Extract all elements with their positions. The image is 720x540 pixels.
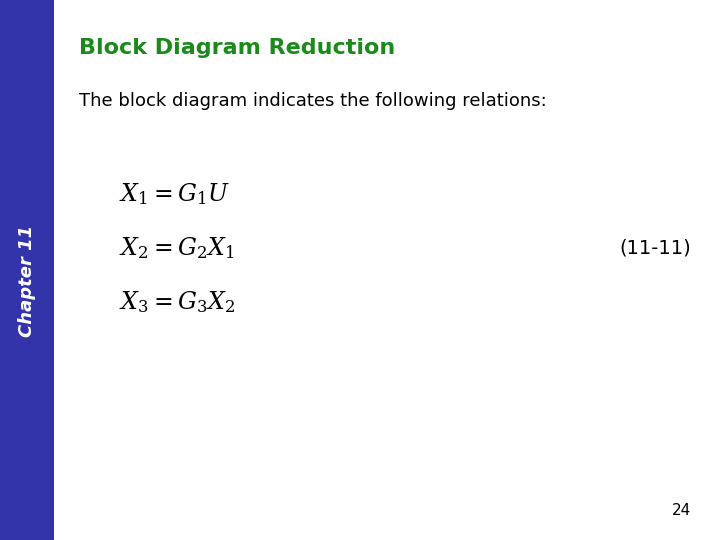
Text: $X_3 = G_3 X_2$: $X_3 = G_3 X_2$ xyxy=(119,289,235,315)
Text: (11-11): (11-11) xyxy=(619,239,691,258)
Text: 24: 24 xyxy=(672,503,691,518)
Text: Block Diagram Reduction: Block Diagram Reduction xyxy=(79,38,395,58)
Text: Chapter 11: Chapter 11 xyxy=(17,225,36,337)
Text: $X_2 = G_2 X_1$: $X_2 = G_2 X_1$ xyxy=(119,235,234,261)
Text: $X_1 = G_1 U$: $X_1 = G_1 U$ xyxy=(119,181,230,207)
Text: The block diagram indicates the following relations:: The block diagram indicates the followin… xyxy=(79,92,547,110)
